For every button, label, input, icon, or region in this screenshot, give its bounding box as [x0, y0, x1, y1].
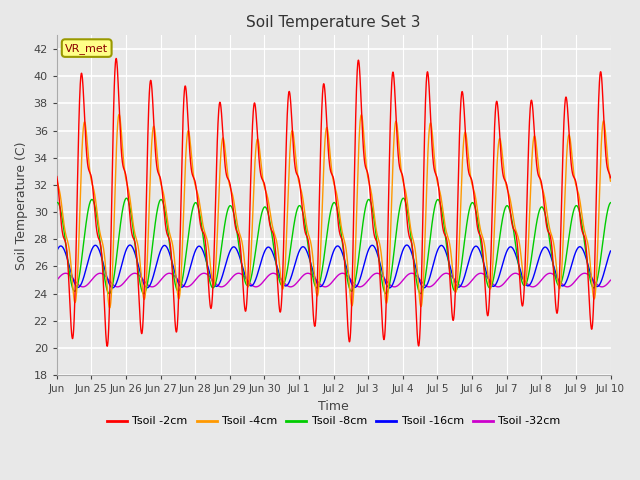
X-axis label: Time: Time: [318, 400, 349, 413]
Y-axis label: Soil Temperature (C): Soil Temperature (C): [15, 141, 28, 270]
Title: Soil Temperature Set 3: Soil Temperature Set 3: [246, 15, 421, 30]
Legend: Tsoil -2cm, Tsoil -4cm, Tsoil -8cm, Tsoil -16cm, Tsoil -32cm: Tsoil -2cm, Tsoil -4cm, Tsoil -8cm, Tsoi…: [102, 412, 565, 431]
Text: VR_met: VR_met: [65, 43, 108, 54]
